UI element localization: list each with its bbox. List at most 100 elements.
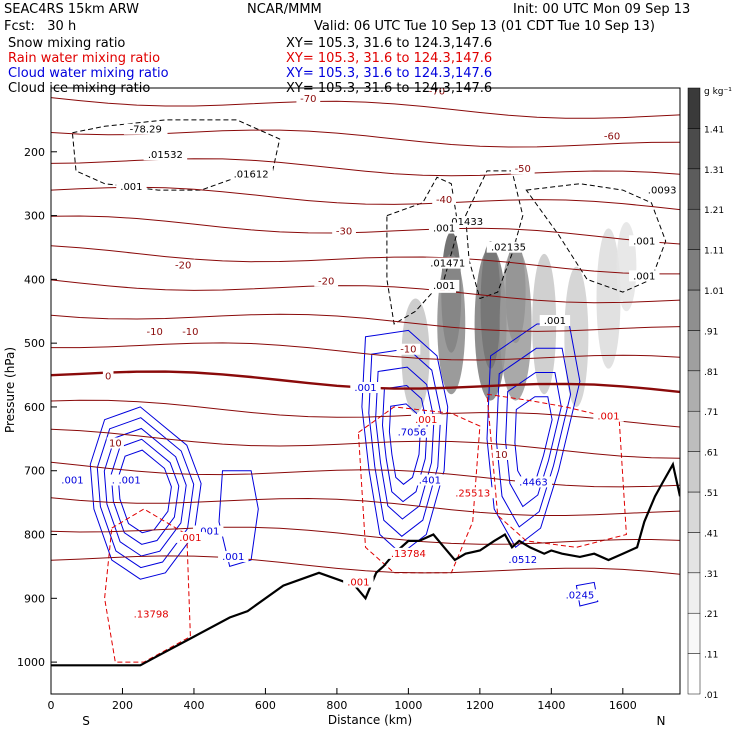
forecast-hour: Fcst: 30 h <box>4 19 77 34</box>
ice-max-label-bg <box>486 241 531 253</box>
colorbar-label: 1.01 <box>704 287 724 297</box>
cloud-water-max-label: .001 <box>61 475 83 486</box>
rain-max-label-bg <box>593 410 624 422</box>
temperature-label: -70 <box>429 86 445 97</box>
rain-max-label: .001 <box>179 533 201 544</box>
north-label: N <box>657 714 666 728</box>
temperature-label: -30 <box>336 227 352 238</box>
cloud-water-max-label: .001 <box>197 527 219 538</box>
contour-labels: -70-70-60-50-40-30-20-20-20-10-10-101010… <box>57 85 681 620</box>
rain-max-label: .001 <box>597 412 619 423</box>
x-axis-label: Distance (km) <box>328 713 412 727</box>
temperature-label-bg <box>171 259 196 271</box>
temperature-label-bg <box>106 437 124 449</box>
temperature-label: -40 <box>436 195 452 206</box>
colorbar-swatch <box>687 208 701 250</box>
x-tick-label: 400 <box>183 699 204 712</box>
x-tick-label: 600 <box>255 699 276 712</box>
cloud-water-max-label-bg <box>193 525 224 537</box>
colorbar-swatch <box>687 532 701 574</box>
snow-shading-plume <box>437 253 466 395</box>
isotherm-line <box>51 428 680 459</box>
rain-contour <box>104 508 191 663</box>
cloud-water-contour <box>103 427 187 557</box>
colorbar-swatch <box>687 410 701 452</box>
snow-max-label: .001 <box>120 182 142 193</box>
plot-frame <box>50 87 681 695</box>
temperature-label: 10 <box>495 450 508 461</box>
cloud-water-max-label-bg <box>57 474 88 486</box>
rain-max-label: .001 <box>415 415 437 426</box>
cloud-water-contour <box>110 438 180 545</box>
x-tick-label: 1000 <box>394 699 422 712</box>
colorbar-swatch <box>687 572 701 614</box>
cloud-water-contour <box>89 406 202 580</box>
rain-max-label-bg <box>343 576 374 588</box>
ice-max-label-bg <box>425 257 470 269</box>
colorbar-swatch <box>687 451 701 493</box>
cloud-water-max-label-bg <box>514 476 552 488</box>
cloud-water-contour <box>495 347 572 528</box>
cloud-water-max-label: .001 <box>118 475 140 486</box>
cloud-water-max-label: .0245 <box>566 590 595 601</box>
rain-max-label: .001 <box>347 578 369 589</box>
cloud-water-max-label-bg <box>114 474 145 486</box>
cloud-water-contour <box>381 384 428 503</box>
ice-contour <box>386 176 459 325</box>
field-snow-xy: XY= 105.3, 31.6 to 124.3,147.6 <box>286 36 493 51</box>
rain-max-label-bg <box>411 413 442 425</box>
rain-max-label: .25513 <box>455 488 490 499</box>
init-time: Init: 00 UTC Mon 09 Sep 13 <box>513 2 691 17</box>
colorbar-swatch <box>687 249 701 291</box>
ice-max-label: .001 <box>633 236 655 247</box>
field-rain-xy: XY= 105.3, 31.6 to 124.3,147.6 <box>286 51 493 66</box>
x-tick-label: 0 <box>48 699 55 712</box>
colorbar: .01 .11 .21 .31 .41 .51 .61 .71 .81 .91 1.01 1.11 1.… <box>687 87 732 701</box>
y-axis-label: Pressure (hPa) <box>3 347 17 433</box>
field-snow-label: Snow mixing ratio <box>8 36 126 51</box>
ice-max-label-bg <box>539 315 571 327</box>
snow-max-label-bg <box>443 216 488 228</box>
isotherm-line <box>51 461 680 488</box>
isotherm-line <box>51 97 680 119</box>
cloud-water-max-label-bg <box>414 474 446 486</box>
cloud-water-contour <box>368 348 442 537</box>
snow-max-label: .01532 <box>148 150 183 161</box>
rain-max-label: .13784 <box>391 549 426 560</box>
isotherm-line <box>51 526 680 545</box>
cloud-water-max-label: .401 <box>419 475 441 486</box>
field-cloud-water-xy: XY= 105.3, 31.6 to 124.3,147.6 <box>286 66 493 81</box>
cloud-water-contour <box>514 396 553 487</box>
colorbar-label: .41 <box>704 529 718 539</box>
temperature-label-bg <box>510 163 535 175</box>
rain-contour <box>357 406 481 574</box>
snow-shading-plume <box>564 266 589 407</box>
x-tick-label: 1400 <box>537 699 565 712</box>
isotherm-line <box>51 186 680 211</box>
temperature-label: 0 <box>105 372 111 383</box>
y-tick-label: 500 <box>24 337 45 350</box>
temperature-label-bg <box>296 93 321 105</box>
south-label: S <box>82 714 90 728</box>
ice-max-label: .001 <box>633 271 655 282</box>
colorbar-label: .91 <box>704 327 718 337</box>
y-tick-label: 1000 <box>17 656 45 669</box>
terrain-line <box>51 461 680 667</box>
y-tick-label: 800 <box>24 529 45 542</box>
temperature-label: -10 <box>146 327 162 338</box>
temperature-label: -10 <box>400 345 416 356</box>
isotherm-line <box>51 215 680 245</box>
temperature-label: -20 <box>318 276 334 287</box>
snow-max-label-bg <box>116 181 147 193</box>
colorbar-swatch <box>687 491 701 533</box>
x-tick-label: 200 <box>112 699 133 712</box>
cloud-water-max-label: .001 <box>354 383 376 394</box>
temperature-label-bg <box>102 370 114 382</box>
colorbar-label: 1.31 <box>704 166 724 176</box>
center-title: NCAR/MMM <box>247 2 322 17</box>
snow-max-label-bg <box>643 184 681 196</box>
isotherm-line <box>51 313 680 332</box>
cloud-water-max-label-bg <box>393 426 431 438</box>
cloud-water-max-label-bg <box>218 551 249 563</box>
snow-max-label-bg <box>143 149 188 161</box>
